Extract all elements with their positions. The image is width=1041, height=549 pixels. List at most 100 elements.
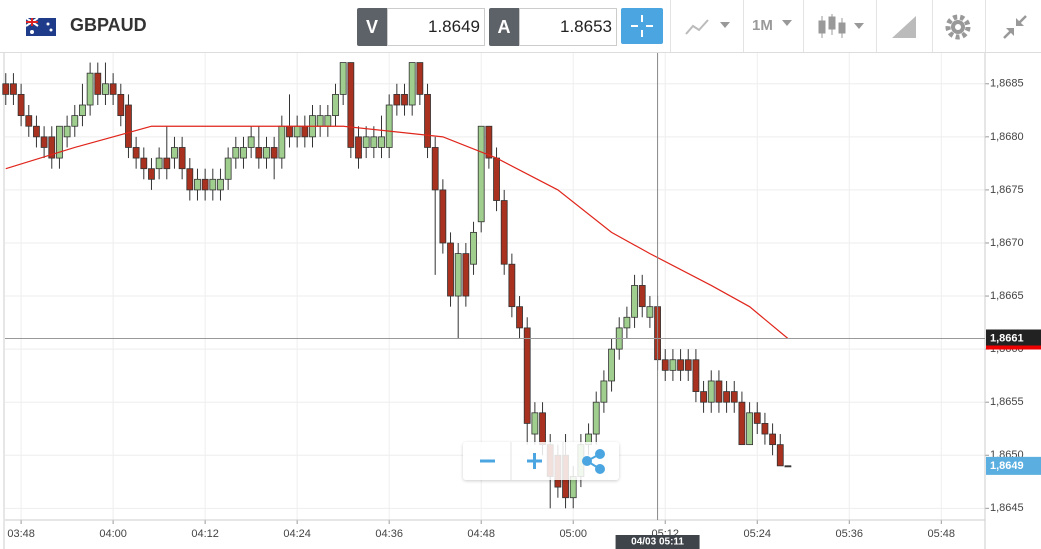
candle-body	[661, 359, 669, 371]
candle-body	[102, 83, 109, 95]
moving-average	[5, 125, 789, 339]
candle-body	[25, 115, 33, 127]
candle-body	[339, 62, 347, 95]
x-tick-label: 04:36	[375, 528, 403, 540]
candle-body	[370, 136, 378, 148]
candle-body	[500, 200, 508, 265]
candle-body	[240, 147, 247, 159]
sell-button[interactable]: V	[357, 8, 387, 46]
candle-body	[79, 104, 86, 117]
candle-body	[408, 62, 416, 106]
candle-body	[155, 157, 163, 170]
price-line-label: 1,8661	[990, 332, 1024, 344]
candle-body	[707, 380, 715, 403]
candle-body	[301, 125, 309, 138]
candle-body	[263, 147, 270, 159]
candle-body	[700, 391, 707, 403]
candle-body	[48, 136, 56, 159]
draw-button[interactable]	[890, 14, 918, 40]
x-tick-label: 04:00	[99, 528, 127, 540]
candle-body	[431, 147, 439, 191]
zoom-icons	[480, 442, 605, 480]
collapse-button[interactable]	[1001, 14, 1029, 40]
timeframe-button[interactable]: 1M	[752, 17, 773, 34]
candle-body	[623, 316, 631, 329]
y-tick-label: 1,8645	[990, 502, 1024, 514]
candle-body	[393, 93, 401, 106]
buy-price[interactable]: 1.8653	[519, 8, 617, 46]
candle-body	[247, 136, 255, 148]
candle-body	[692, 359, 700, 392]
candle-body	[163, 157, 171, 170]
candle-body	[730, 391, 738, 403]
crosshair-button[interactable]	[621, 8, 663, 44]
y-tick-label: 1,8680	[990, 131, 1024, 143]
x-tick-label: 04:12	[191, 528, 219, 540]
timeframe-arrow	[782, 20, 792, 26]
candle-body	[715, 380, 723, 403]
x-tick-label: 03:48	[7, 528, 35, 540]
candle-body	[270, 147, 278, 159]
candle-body	[485, 125, 493, 159]
candle-body	[416, 62, 424, 95]
symbol: GBPAUD	[70, 15, 147, 35]
candle-body	[347, 62, 355, 148]
candle-body	[539, 412, 546, 446]
candle-body	[332, 93, 339, 117]
sell-price[interactable]: 1.8649	[387, 8, 485, 46]
last-price-label: 1,8649	[990, 460, 1024, 472]
candle-body	[677, 359, 684, 371]
last-price-tag	[986, 456, 1041, 475]
candle-body	[286, 125, 293, 138]
candle-body	[600, 380, 608, 403]
candle-body	[86, 72, 94, 106]
y-tick-label: 1,8655	[990, 396, 1024, 408]
x-tick-label: 05:24	[743, 528, 771, 540]
candle-body	[201, 178, 209, 191]
candle-body	[761, 423, 769, 435]
candle-body	[224, 157, 232, 180]
candle-body	[447, 242, 454, 297]
share[interactable]	[582, 449, 605, 474]
settings-button[interactable]	[944, 14, 972, 40]
candle-body	[769, 433, 776, 446]
candle-body	[516, 306, 523, 329]
candle-body	[109, 83, 117, 95]
candle-body	[17, 93, 25, 117]
candle-body	[33, 125, 40, 138]
buy-button[interactable]: A	[489, 8, 519, 46]
candle-body	[638, 285, 646, 308]
chart-type-button[interactable]	[684, 16, 732, 38]
price-line-tag-edge	[986, 345, 1041, 350]
y-tick-label: 1,8665	[990, 290, 1024, 302]
x-tick-label: 04:48	[467, 528, 495, 540]
candle-body	[424, 93, 431, 148]
candle-body	[171, 147, 178, 159]
candle-body	[217, 178, 224, 191]
candle-body	[355, 136, 362, 159]
y-tick-label: 1,8670	[990, 237, 1024, 249]
candle-body	[232, 147, 240, 159]
candle-body	[746, 412, 753, 446]
candle-button[interactable]	[816, 13, 868, 41]
candle-body	[117, 93, 125, 117]
y-tick-label: 1,8685	[990, 78, 1024, 90]
zoom-in[interactable]	[527, 453, 542, 469]
candle-body	[140, 157, 148, 170]
candle-body	[10, 83, 17, 95]
candle-body	[293, 125, 301, 138]
candle-body	[531, 412, 539, 435]
x-tick-label: 05:48	[928, 528, 956, 540]
candle-body	[462, 253, 470, 297]
candle-body	[186, 168, 194, 191]
candle-body	[63, 125, 71, 138]
candle-body	[470, 231, 477, 265]
x-tick-label: 04:24	[283, 528, 311, 540]
candle-body	[316, 115, 324, 127]
y-tick-label: 1,8675	[990, 184, 1024, 196]
x-tick-label: 05:36	[836, 528, 864, 540]
candle-body	[439, 189, 447, 244]
candle-body	[523, 327, 531, 424]
candle-body	[684, 359, 692, 371]
